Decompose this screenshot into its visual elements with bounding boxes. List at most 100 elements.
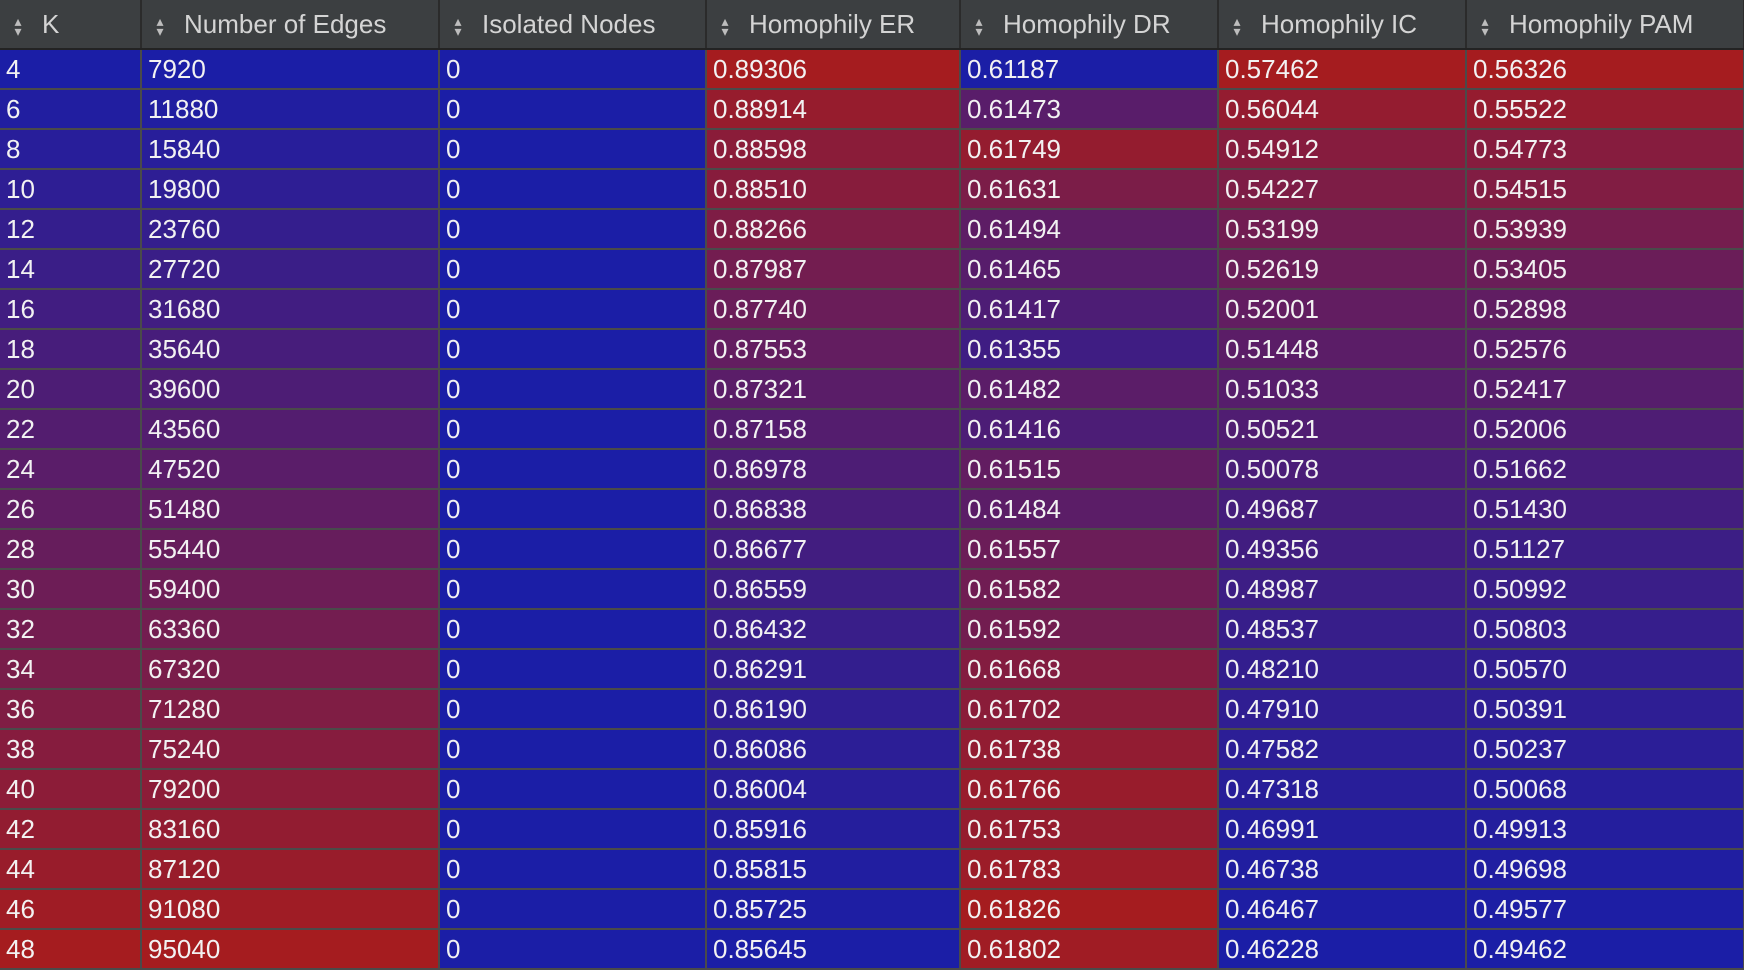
table-row[interactable]: 32 63360 0 0.86432 0.61592 0.48537 0.50803 xyxy=(0,609,1744,650)
table-row[interactable]: 44 87120 0 0.85815 0.61783 0.46738 0.49698 xyxy=(0,849,1744,890)
cell-homophily-ic: 0.46991 xyxy=(1218,809,1467,850)
cell-homophily-pam: 0.49462 xyxy=(1466,929,1744,970)
table-row[interactable]: 10 19800 0 0.88510 0.61631 0.54227 0.54515 xyxy=(0,169,1744,210)
table-row[interactable]: 40 79200 0 0.86004 0.61766 0.47318 0.50068 xyxy=(0,769,1744,810)
sort-updown-icon[interactable]: ▴ ▾ xyxy=(454,12,462,39)
cell-homophily-pam: 0.52417 xyxy=(1466,369,1744,410)
cell-k: 14 xyxy=(0,249,142,290)
table-row[interactable]: 30 59400 0 0.86559 0.61582 0.48987 0.50992 xyxy=(0,569,1744,610)
cell-homophily-ic: 0.56044 xyxy=(1218,89,1467,130)
cell-isolated-nodes: 0 xyxy=(439,609,707,650)
column-header-homophily-er[interactable]: ▴ ▾ Homophily ER xyxy=(706,0,961,50)
cell-homophily-dr: 0.61592 xyxy=(960,609,1219,650)
table-row[interactable]: 28 55440 0 0.86677 0.61557 0.49356 0.51127 xyxy=(0,529,1744,570)
cell-homophily-ic: 0.49356 xyxy=(1218,529,1467,570)
cell-number-of-edges: 75240 xyxy=(141,729,440,770)
cell-homophily-er: 0.86432 xyxy=(706,609,961,650)
table-row[interactable]: 22 43560 0 0.87158 0.61416 0.50521 0.52006 xyxy=(0,409,1744,450)
sort-updown-icon[interactable]: ▴ ▾ xyxy=(975,12,983,39)
cell-number-of-edges: 19800 xyxy=(141,169,440,210)
cell-homophily-dr: 0.61417 xyxy=(960,289,1219,330)
cell-homophily-pam: 0.50068 xyxy=(1466,769,1744,810)
table-row[interactable]: 34 67320 0 0.86291 0.61668 0.48210 0.50570 xyxy=(0,649,1744,690)
table-row[interactable]: 8 15840 0 0.88598 0.61749 0.54912 0.54773 xyxy=(0,129,1744,170)
table-row[interactable]: 6 11880 0 0.88914 0.61473 0.56044 0.55522 xyxy=(0,89,1744,130)
cell-number-of-edges: 11880 xyxy=(141,89,440,130)
cell-k: 46 xyxy=(0,889,142,930)
cell-homophily-er: 0.87740 xyxy=(706,289,961,330)
cell-k: 30 xyxy=(0,569,142,610)
cell-k: 38 xyxy=(0,729,142,770)
cell-number-of-edges: 31680 xyxy=(141,289,440,330)
column-header-isolated-nodes[interactable]: ▴ ▾ Isolated Nodes xyxy=(439,0,707,50)
cell-k: 34 xyxy=(0,649,142,690)
table-row[interactable]: 14 27720 0 0.87987 0.61465 0.52619 0.53405 xyxy=(0,249,1744,290)
cell-homophily-pam: 0.53405 xyxy=(1466,249,1744,290)
table-row[interactable]: 18 35640 0 0.87553 0.61355 0.51448 0.52576 xyxy=(0,329,1744,370)
cell-homophily-dr: 0.61826 xyxy=(960,889,1219,930)
cell-number-of-edges: 7920 xyxy=(141,49,440,90)
column-header-homophily-pam[interactable]: ▴ ▾ Homophily PAM xyxy=(1466,0,1744,50)
cell-homophily-dr: 0.61766 xyxy=(960,769,1219,810)
column-header-label: K xyxy=(42,8,60,39)
cell-homophily-er: 0.86978 xyxy=(706,449,961,490)
cell-k: 20 xyxy=(0,369,142,410)
cell-isolated-nodes: 0 xyxy=(439,529,707,570)
table-row[interactable]: 26 51480 0 0.86838 0.61484 0.49687 0.51430 xyxy=(0,489,1744,530)
cell-number-of-edges: 47520 xyxy=(141,449,440,490)
column-header-homophily-ic[interactable]: ▴ ▾ Homophily IC xyxy=(1218,0,1467,50)
cell-k: 10 xyxy=(0,169,142,210)
sort-updown-icon[interactable]: ▴ ▾ xyxy=(14,12,22,39)
cell-homophily-dr: 0.61582 xyxy=(960,569,1219,610)
cell-isolated-nodes: 0 xyxy=(439,449,707,490)
column-header-homophily-dr[interactable]: ▴ ▾ Homophily DR xyxy=(960,0,1219,50)
column-header-label: Homophily IC xyxy=(1261,8,1418,39)
sort-updown-icon[interactable]: ▴ ▾ xyxy=(156,12,164,39)
cell-number-of-edges: 43560 xyxy=(141,409,440,450)
cell-homophily-pam: 0.55522 xyxy=(1466,89,1744,130)
cell-homophily-ic: 0.48537 xyxy=(1218,609,1467,650)
cell-number-of-edges: 67320 xyxy=(141,649,440,690)
cell-homophily-pam: 0.50391 xyxy=(1466,689,1744,730)
cell-k: 36 xyxy=(0,689,142,730)
table-row[interactable]: 36 71280 0 0.86190 0.61702 0.47910 0.50391 xyxy=(0,689,1744,730)
cell-homophily-dr: 0.61465 xyxy=(960,249,1219,290)
cell-number-of-edges: 27720 xyxy=(141,249,440,290)
cell-homophily-pam: 0.50570 xyxy=(1466,649,1744,690)
sort-updown-icon[interactable]: ▴ ▾ xyxy=(721,12,729,39)
table-row[interactable]: 16 31680 0 0.87740 0.61417 0.52001 0.52898 xyxy=(0,289,1744,330)
table-header: ▴ ▾ K ▴ ▾ Number of Edges ▴ ▾ Isolated Nodes ▴… xyxy=(0,0,1744,50)
header-row: ▴ ▾ K ▴ ▾ Number of Edges ▴ ▾ Isolated Nodes ▴… xyxy=(0,0,1744,50)
cell-homophily-dr: 0.61557 xyxy=(960,529,1219,570)
cell-homophily-pam: 0.54773 xyxy=(1466,129,1744,170)
cell-k: 24 xyxy=(0,449,142,490)
cell-homophily-er: 0.88598 xyxy=(706,129,961,170)
cell-k: 16 xyxy=(0,289,142,330)
cell-k: 4 xyxy=(0,49,142,90)
sort-updown-icon[interactable]: ▴ ▾ xyxy=(1481,12,1489,39)
column-header-k[interactable]: ▴ ▾ K xyxy=(0,0,142,50)
cell-homophily-ic: 0.52001 xyxy=(1218,289,1467,330)
table-row[interactable]: 46 91080 0 0.85725 0.61826 0.46467 0.49577 xyxy=(0,889,1744,930)
cell-k: 44 xyxy=(0,849,142,890)
cell-homophily-er: 0.86086 xyxy=(706,729,961,770)
cell-k: 28 xyxy=(0,529,142,570)
cell-homophily-er: 0.88266 xyxy=(706,209,961,250)
table-row[interactable]: 48 95040 0 0.85645 0.61802 0.46228 0.49462 xyxy=(0,929,1744,970)
sort-updown-icon[interactable]: ▴ ▾ xyxy=(1233,12,1241,39)
cell-k: 22 xyxy=(0,409,142,450)
table-row[interactable]: 24 47520 0 0.86978 0.61515 0.50078 0.51662 xyxy=(0,449,1744,490)
cell-homophily-ic: 0.46228 xyxy=(1218,929,1467,970)
table-row[interactable]: 20 39600 0 0.87321 0.61482 0.51033 0.52417 xyxy=(0,369,1744,410)
cell-homophily-pam: 0.51430 xyxy=(1466,489,1744,530)
cell-homophily-dr: 0.61494 xyxy=(960,209,1219,250)
cell-homophily-dr: 0.61753 xyxy=(960,809,1219,850)
column-header-number-of-edges[interactable]: ▴ ▾ Number of Edges xyxy=(141,0,440,50)
table-row[interactable]: 38 75240 0 0.86086 0.61738 0.47582 0.50237 xyxy=(0,729,1744,770)
cell-homophily-er: 0.86677 xyxy=(706,529,961,570)
table-row[interactable]: 4 7920 0 0.89306 0.61187 0.57462 0.56326 xyxy=(0,49,1744,90)
cell-homophily-dr: 0.61416 xyxy=(960,409,1219,450)
table-row[interactable]: 12 23760 0 0.88266 0.61494 0.53199 0.53939 xyxy=(0,209,1744,250)
table-row[interactable]: 42 83160 0 0.85916 0.61753 0.46991 0.49913 xyxy=(0,809,1744,850)
